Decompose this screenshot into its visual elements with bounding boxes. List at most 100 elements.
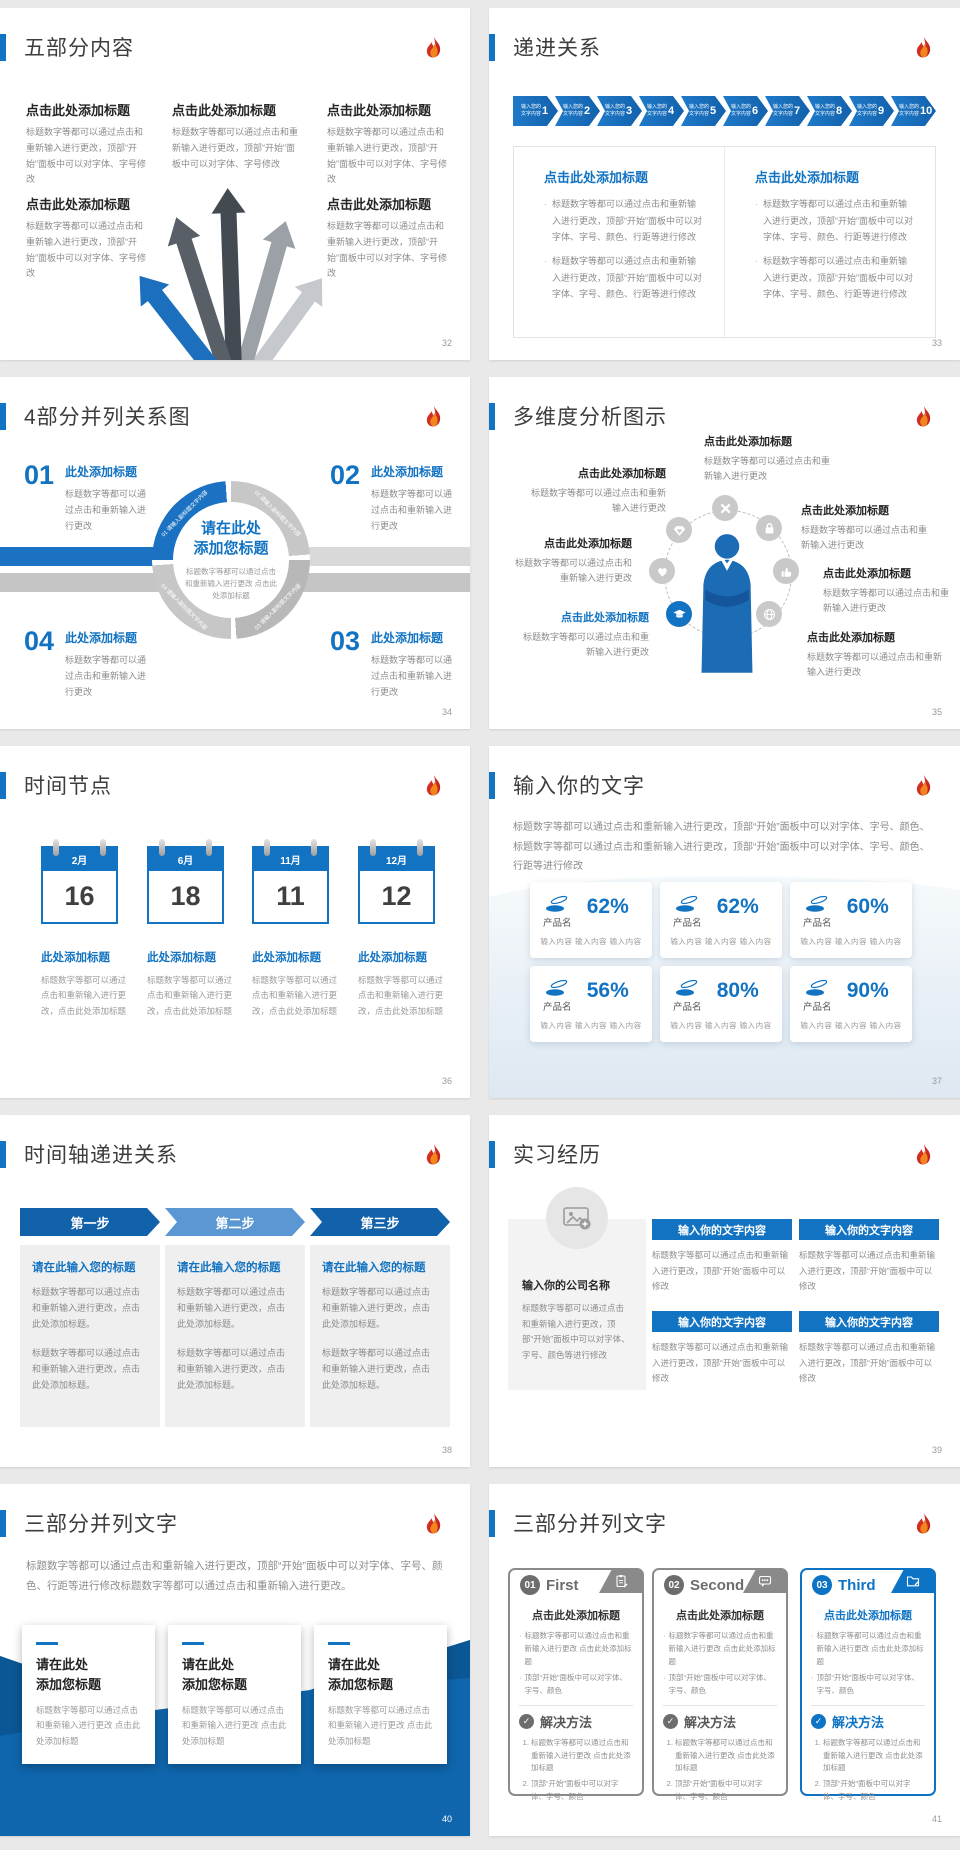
- stat-value: 56%: [586, 979, 629, 1002]
- title-accent-bar: [0, 772, 6, 799]
- stat-card: 产品名 80% 输入内容 输入内容 输入内容: [660, 966, 782, 1042]
- intro-paragraph: 标题数字等都可以通过点击和重新输入进行更改，顶部“开始”面板中可以对字体、字号、…: [513, 822, 930, 872]
- block-body: 标题数字等都可以通过点击和重新输入进行更改，顶部“开始”面板中可以对字体、字号修…: [26, 127, 146, 185]
- company-body: 标题数字等都可以通过点击和重新输入进行更改，顶部“开始”面板中可以对字体、字号、…: [522, 1303, 630, 1361]
- slide-39-internship-experience[interactable]: 实习经历 输入你的公司名称 标题数字等都可以通过点击和重新输入进行更改，顶部“开…: [489, 1115, 960, 1467]
- slide-36-time-nodes[interactable]: 时间节点 2月 16 6月 18 11月 11 12月 12: [0, 746, 470, 1098]
- connector-bar: [300, 547, 470, 566]
- slide-32-five-part-content[interactable]: 五部分内容 点击此处添加标题 标题数字等都可以通过点击和重新输入进行更改，顶部“…: [0, 8, 470, 360]
- card-name: First: [546, 1576, 579, 1594]
- plates-icon: [676, 895, 698, 912]
- card-number-badge: 03: [812, 1575, 832, 1595]
- stat-card: 产品名 62% 输入内容 输入内容 输入内容: [530, 882, 652, 958]
- text-card: 请在此处 添加您标题 标题数字等都可以通过点击和重新输入进行更改 点击此处添加标…: [22, 1625, 155, 1764]
- item-body: 标题数字等都可以通过点击和重新输入进行更改: [371, 655, 453, 698]
- card-heading: 点击此处添加标题: [676, 1610, 764, 1622]
- text-block: 点击此处添加标题 标题数字等都可以通过点击和重新输入进行更改，顶部“开始”面板中…: [26, 100, 150, 188]
- calendar-month: 6月: [149, 848, 222, 871]
- calendar-day: 11: [276, 881, 305, 911]
- stat-sub: 输入内容 输入内容 输入内容: [670, 1021, 772, 1030]
- page-number: 36: [441, 1076, 452, 1086]
- step-chevron: 输入您的文字内容 10: [891, 96, 936, 126]
- stat-sub: 输入内容 输入内容 输入内容: [670, 937, 772, 946]
- block-title: 点击此处添加标题: [172, 103, 277, 118]
- card-number-badge: 02: [664, 1575, 684, 1595]
- item-body: 标题数字等都可以通过点击和重新输入进行更改: [65, 655, 147, 698]
- page-number: 32: [441, 338, 452, 348]
- solution-title: 解决方法: [832, 1714, 885, 1730]
- flame-logo-icon: [426, 406, 441, 427]
- flame-logo-icon: [916, 406, 931, 427]
- text-block: 点击此处添加标题 标题数字等都可以通过点击和重新输入进行更改: [530, 468, 666, 514]
- content-column: 点击此处添加标题 标题数字等都可以通过点击和重新输入进行更改，顶部“开始”面板中…: [514, 147, 724, 337]
- card-name: Second: [690, 1576, 745, 1594]
- card-heading: 点击此处添加标题: [532, 1610, 620, 1622]
- slide-40-three-part-text[interactable]: 三部分并列文字 标题数字等都可以通过点击和重新输入进行更改，顶部“开始”面板中可…: [0, 1484, 470, 1836]
- slide-35-multidimension-analysis[interactable]: 多维度分析图示: [489, 377, 960, 729]
- step-chevron: 输入您的文字内容 4: [639, 96, 684, 126]
- slide-37-enter-your-text[interactable]: 输入你的文字 标题数字等都可以通过点击和重新输入进行更改，顶部“开始”面板中可以…: [489, 746, 960, 1098]
- step-panel: 请在此输入您的标题 标题数字等都可以通过点击和重新输入进行更改，点击此处添加标题…: [310, 1245, 450, 1427]
- card-title: 请在此处 添加您标题: [182, 1657, 248, 1692]
- row-2: 4部分并列关系图 01 请输入副标题文字内容 02 请输入副标题文字内容 03 …: [0, 377, 960, 729]
- card-title: 请在此处 添加您标题: [36, 1657, 102, 1692]
- content-box: 点击此处添加标题 标题数字等都可以通过点击和重新输入进行更改，顶部“开始”面板中…: [513, 146, 936, 338]
- slide-38-timeline-progression[interactable]: 时间轴递进关系 第一步 第二步 第三步 请在此输入您的标题 标题数字等都可以通过…: [0, 1115, 470, 1467]
- column-title: 点击此处添加标题: [544, 170, 649, 185]
- slide-title: 4部分并列关系图: [24, 406, 191, 429]
- step-chevron: 输入您的文字内容 2: [555, 96, 600, 126]
- content-block: 输入你的文字内容 标题数字等都可以通过点击和重新输入进行更改，顶部“开始”面板中…: [652, 1219, 792, 1295]
- ruler-pencil-icon: [712, 495, 738, 521]
- stat-sub: 输入内容 输入内容 输入内容: [540, 1021, 642, 1030]
- text-block: 点击此处添加标题 标题数字等都可以通过点击和重新输入进行更改，顶部“开始”面板中…: [172, 100, 302, 172]
- block-body: 标题数字等都可以通过点击和重新输入进行更改，顶部“开始”面板中可以对字体、字号修…: [327, 127, 447, 185]
- slide-title: 三部分并列文字: [24, 1513, 178, 1536]
- slide-41-three-part-text-cards[interactable]: 三部分并列文字 01 First 点击此处添加标题 标题数字等都可以通过点击和重…: [489, 1484, 960, 1836]
- stat-sub: 输入内容 输入内容 输入内容: [800, 937, 902, 946]
- content-block: 输入你的文字内容 标题数字等都可以通过点击和重新输入进行更改，顶部“开始”面板中…: [799, 1311, 939, 1387]
- text-block: 点击此处添加标题 标题数字等都可以通过点击和重新输入进行更改，顶部“开始”面板中…: [26, 194, 150, 282]
- lock-icon: [756, 515, 782, 541]
- step-chevron: 输入您的文字内容 8: [807, 96, 852, 126]
- calendar-day: 18: [170, 881, 201, 911]
- slide-title: 时间节点: [24, 775, 112, 798]
- step-chevron: 输入您的文字内容 5: [681, 96, 726, 126]
- slide-title: 输入你的文字: [513, 775, 645, 798]
- product-label: 产品名: [543, 1002, 572, 1013]
- slide-34-four-part-relation[interactable]: 4部分并列关系图 01 请输入副标题文字内容 02 请输入副标题文字内容 03 …: [0, 377, 470, 729]
- text-block: 点击此处添加标题 标题数字等都可以通过点击和重新输入进行更改: [514, 538, 632, 584]
- accent-dash: [328, 1642, 350, 1645]
- calendar-icon: 6月 18: [147, 839, 224, 924]
- text-block-highlight: 点击此处添加标题 标题数字等都可以通过点击和重新输入进行更改: [522, 612, 649, 658]
- connector-bar: [0, 573, 160, 592]
- row-3: 时间节点 2月 16 6月 18 11月 11 12月 12: [0, 746, 960, 1098]
- flame-logo-icon: [916, 775, 931, 796]
- slide-title: 递进关系: [513, 37, 601, 60]
- product-label: 产品名: [803, 1002, 832, 1013]
- step-chevron: 输入您的文字内容 3: [597, 96, 642, 126]
- step-chevron: 输入您的文字内容 9: [849, 96, 894, 126]
- item-number: 04: [24, 626, 55, 656]
- ring-center: 请在此处 添加您标题 标题数字等都可以通过点击和重新输入进行更改 点击此处添加标…: [173, 502, 289, 618]
- calendar-icon: 12月 12: [358, 839, 435, 924]
- product-label: 产品名: [673, 1002, 702, 1013]
- page-number: 37: [931, 1076, 942, 1086]
- flame-logo-icon: [426, 1513, 441, 1534]
- thumb-up-icon: [773, 558, 799, 584]
- slide-title: 五部分内容: [24, 37, 134, 60]
- chat-bubble-icon: [743, 1569, 787, 1593]
- calendar-day: 16: [64, 881, 95, 911]
- content-block: 输入你的文字内容 标题数字等都可以通过点击和重新输入进行更改，顶部“开始”面板中…: [652, 1311, 792, 1387]
- diamond-icon: [666, 517, 692, 543]
- flame-logo-icon: [426, 37, 441, 58]
- slide-33-progressive-relation[interactable]: 递进关系 输入您的文字内容 1 输入您的文字内容 2 输入您的文字内容 3 输入您的文…: [489, 8, 960, 360]
- numbered-item: 04 此处添加标题 标题数字等都可以通过点击和重新输入进行更改: [24, 626, 149, 701]
- title-accent-bar: [489, 772, 495, 799]
- text-block: 点击此处添加标题 标题数字等都可以通过点击和重新输入进行更改，顶部“开始”面板中…: [327, 100, 451, 188]
- stat-card: 产品名 62% 输入内容 输入内容 输入内容: [660, 882, 782, 958]
- item-body: 标题数字等都可以通过点击和重新输入进行更改: [65, 489, 147, 532]
- page-number: 34: [441, 707, 452, 717]
- block-body: 标题数字等都可以通过点击和重新输入进行更改，顶部“开始”面板中可以对字体、字号修…: [327, 221, 447, 279]
- title-accent-bar: [489, 34, 495, 61]
